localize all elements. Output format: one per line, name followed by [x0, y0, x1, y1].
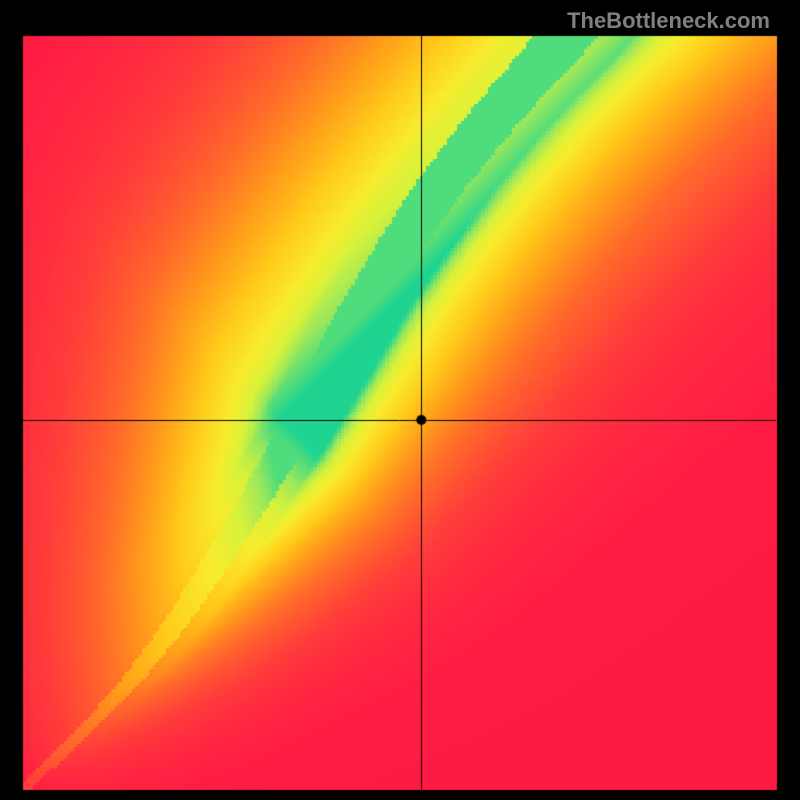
- heatmap-canvas: [0, 0, 800, 800]
- chart-container: TheBottleneck.com: [0, 0, 800, 800]
- watermark-text: TheBottleneck.com: [567, 8, 770, 34]
